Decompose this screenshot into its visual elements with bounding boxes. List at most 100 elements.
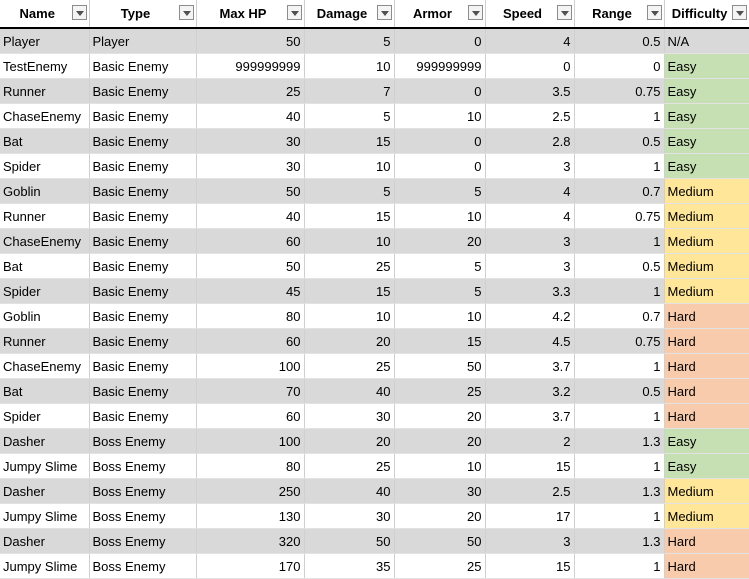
cell-type[interactable]: Basic Enemy <box>89 278 197 304</box>
cell-difficulty[interactable]: Hard <box>664 328 749 354</box>
cell-difficulty[interactable]: Hard <box>664 553 749 579</box>
cell-hp[interactable]: 100 <box>196 353 305 379</box>
cell-speed[interactable]: 4.2 <box>485 303 575 329</box>
cell-type[interactable]: Boss Enemy <box>89 528 197 554</box>
cell-name[interactable]: Spider <box>0 278 90 304</box>
cell-type[interactable]: Basic Enemy <box>89 78 197 104</box>
cell-damage[interactable]: 25 <box>304 253 395 279</box>
cell-damage[interactable]: 15 <box>304 278 395 304</box>
filter-dropdown-icon[interactable] <box>71 5 87 20</box>
cell-speed[interactable]: 2.5 <box>485 103 575 129</box>
cell-speed[interactable]: 2 <box>485 428 575 454</box>
cell-damage[interactable]: 7 <box>304 78 395 104</box>
cell-damage[interactable]: 40 <box>304 478 395 504</box>
cell-speed[interactable]: 3 <box>485 253 575 279</box>
cell-name[interactable]: ChaseEnemy <box>0 103 90 129</box>
cell-hp[interactable]: 170 <box>196 553 305 579</box>
cell-difficulty[interactable]: Easy <box>664 453 749 479</box>
cell-difficulty[interactable]: Medium <box>664 203 749 229</box>
cell-range[interactable]: 1 <box>574 153 665 179</box>
cell-type[interactable]: Basic Enemy <box>89 228 197 254</box>
cell-armor[interactable]: 20 <box>394 428 486 454</box>
cell-type[interactable]: Basic Enemy <box>89 378 197 404</box>
cell-range[interactable]: 1 <box>574 553 665 579</box>
cell-type[interactable]: Basic Enemy <box>89 303 197 329</box>
cell-range[interactable]: 1 <box>574 453 665 479</box>
cell-name[interactable]: TestEnemy <box>0 53 90 79</box>
cell-armor[interactable]: 10 <box>394 303 486 329</box>
cell-name[interactable]: ChaseEnemy <box>0 353 90 379</box>
cell-range[interactable]: 1.3 <box>574 528 665 554</box>
cell-difficulty[interactable]: Medium <box>664 478 749 504</box>
cell-armor[interactable]: 999999999 <box>394 53 486 79</box>
cell-armor[interactable]: 20 <box>394 403 486 429</box>
cell-range[interactable]: 0.5 <box>574 378 665 404</box>
cell-armor[interactable]: 5 <box>394 278 486 304</box>
cell-difficulty[interactable]: Medium <box>664 178 749 204</box>
cell-range[interactable]: 1.3 <box>574 428 665 454</box>
cell-armor[interactable]: 10 <box>394 453 486 479</box>
cell-difficulty[interactable]: Medium <box>664 228 749 254</box>
cell-type[interactable]: Boss Enemy <box>89 478 197 504</box>
cell-damage[interactable]: 15 <box>304 128 395 154</box>
cell-hp[interactable]: 40 <box>196 203 305 229</box>
cell-armor[interactable]: 10 <box>394 203 486 229</box>
cell-type[interactable]: Basic Enemy <box>89 203 197 229</box>
cell-damage[interactable]: 10 <box>304 303 395 329</box>
cell-speed[interactable]: 3.7 <box>485 403 575 429</box>
cell-hp[interactable]: 50 <box>196 178 305 204</box>
cell-hp[interactable]: 999999999 <box>196 53 305 79</box>
cell-speed[interactable]: 4.5 <box>485 328 575 354</box>
filter-dropdown-icon[interactable] <box>286 5 302 20</box>
cell-damage[interactable]: 30 <box>304 503 395 529</box>
cell-name[interactable]: Runner <box>0 328 90 354</box>
cell-name[interactable]: Runner <box>0 78 90 104</box>
cell-armor[interactable]: 25 <box>394 553 486 579</box>
cell-difficulty[interactable]: Hard <box>664 403 749 429</box>
filter-dropdown-icon[interactable] <box>376 5 392 20</box>
cell-hp[interactable]: 320 <box>196 528 305 554</box>
cell-hp[interactable]: 250 <box>196 478 305 504</box>
cell-damage[interactable]: 25 <box>304 453 395 479</box>
cell-difficulty[interactable]: Hard <box>664 528 749 554</box>
cell-name[interactable]: Bat <box>0 253 90 279</box>
cell-difficulty[interactable]: Easy <box>664 53 749 79</box>
cell-name[interactable]: Spider <box>0 403 90 429</box>
cell-armor[interactable]: 5 <box>394 178 486 204</box>
cell-type[interactable]: Basic Enemy <box>89 103 197 129</box>
cell-hp[interactable]: 60 <box>196 403 305 429</box>
cell-difficulty[interactable]: Easy <box>664 428 749 454</box>
cell-type[interactable]: Boss Enemy <box>89 553 197 579</box>
cell-armor[interactable]: 20 <box>394 503 486 529</box>
cell-range[interactable]: 0.5 <box>574 253 665 279</box>
cell-damage[interactable]: 10 <box>304 228 395 254</box>
cell-name[interactable]: Dasher <box>0 428 90 454</box>
cell-speed[interactable]: 2.5 <box>485 478 575 504</box>
cell-difficulty[interactable]: Medium <box>664 253 749 279</box>
cell-difficulty[interactable]: Hard <box>664 353 749 379</box>
cell-speed[interactable]: 0 <box>485 53 575 79</box>
cell-damage[interactable]: 20 <box>304 428 395 454</box>
cell-difficulty[interactable]: Medium <box>664 278 749 304</box>
cell-damage[interactable]: 40 <box>304 378 395 404</box>
cell-difficulty[interactable]: Hard <box>664 303 749 329</box>
cell-hp[interactable]: 40 <box>196 103 305 129</box>
cell-range[interactable]: 1 <box>574 103 665 129</box>
cell-speed[interactable]: 3.7 <box>485 353 575 379</box>
cell-hp[interactable]: 130 <box>196 503 305 529</box>
cell-speed[interactable]: 4 <box>485 203 575 229</box>
cell-range[interactable]: 1 <box>574 403 665 429</box>
cell-name[interactable]: ChaseEnemy <box>0 228 90 254</box>
cell-armor[interactable]: 5 <box>394 253 486 279</box>
cell-range[interactable]: 0 <box>574 53 665 79</box>
cell-hp[interactable]: 60 <box>196 228 305 254</box>
cell-damage[interactable]: 5 <box>304 103 395 129</box>
cell-range[interactable]: 1 <box>574 353 665 379</box>
cell-range[interactable]: 0.7 <box>574 178 665 204</box>
cell-armor[interactable]: 0 <box>394 78 486 104</box>
cell-range[interactable]: 1.3 <box>574 478 665 504</box>
cell-name[interactable]: Player <box>0 28 90 54</box>
cell-type[interactable]: Boss Enemy <box>89 453 197 479</box>
cell-armor[interactable]: 50 <box>394 353 486 379</box>
cell-name[interactable]: Dasher <box>0 478 90 504</box>
